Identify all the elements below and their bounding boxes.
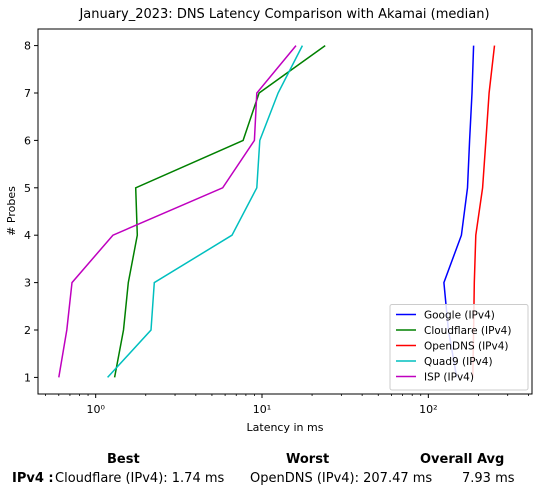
legend-label-quad9-ipv4: Quad9 (IPv4) (424, 356, 493, 368)
legend-box (389, 304, 529, 391)
overall-avg-header: Overall Avg (420, 452, 505, 467)
y-tick-label: 1 (24, 371, 31, 384)
ipv4-row-label: IPv4 : (12, 471, 54, 486)
legend-label-isp-ipv4: ISP (IPv4) (424, 372, 474, 384)
x-tick-label: 10¹ (253, 403, 271, 416)
legend: Google (IPv4) Cloudflare (IPv4) OpenDNS (I… (389, 304, 529, 391)
y-tick-label: 2 (24, 324, 31, 337)
y-tick-label: 6 (24, 134, 31, 147)
best-value: Cloudflare (IPv4): 1.74 ms (55, 471, 225, 486)
x-tick-label: 10⁰ (86, 403, 105, 416)
x-tick-label: 10² (419, 403, 437, 416)
y-axis-label: # Probes (5, 186, 18, 236)
y-tick-label: 4 (24, 229, 31, 242)
latency-chart: January_2023: DNS Latency Comparison wit… (5, 7, 533, 434)
legend-label-opendns-ipv4: OpenDNS (IPv4) (424, 341, 509, 353)
worst-header: Worst (286, 452, 330, 467)
series-line-quad9-ipv4 (107, 45, 304, 378)
overall-avg-value: 7.93 ms (462, 471, 515, 486)
x-axis-label: Latency in ms (247, 421, 324, 434)
series-line-cloudflare-ipv4 (113, 44, 326, 378)
worst-value: OpenDNS (IPv4): 207.47 ms (250, 471, 433, 486)
legend-label-cloudflare-ipv4: Cloudflare (IPv4) (424, 325, 511, 337)
legend-label-google-ipv4: Google (IPv4) (424, 310, 495, 322)
y-tick-label: 7 (24, 87, 31, 100)
axes-frame (37, 28, 533, 395)
best-header: Best (107, 452, 140, 467)
y-tick-label: 8 (24, 40, 31, 53)
summary-table: Best Worst Overall Avg IPv4 : Cloudflare… (0, 450, 541, 496)
series-line-isp-ipv4 (58, 45, 297, 378)
y-tick-label: 3 (24, 277, 31, 290)
y-tick-label: 5 (24, 182, 31, 195)
chart-title: January_2023: DNS Latency Comparison wit… (78, 7, 489, 22)
